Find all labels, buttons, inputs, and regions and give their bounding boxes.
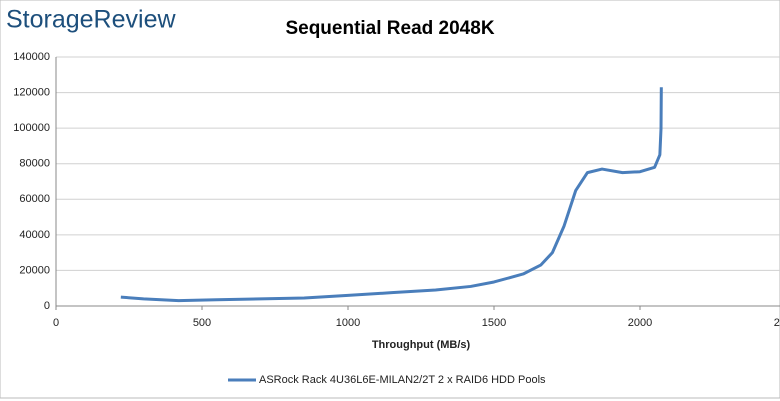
y-tick-label: 140000 xyxy=(13,51,50,63)
y-tick-label: 120000 xyxy=(13,86,50,98)
y-tick-label: 80000 xyxy=(19,158,50,170)
x-tick-label: 1500 xyxy=(482,317,506,329)
x-tick-label: 1000 xyxy=(336,317,360,329)
brand-logo: StorageReview xyxy=(6,6,176,34)
legend-label: ASRock Rack 4U36L6E-MILAN2/2T 2 x RAID6 … xyxy=(259,374,546,386)
chart-title: Sequential Read 2048K xyxy=(285,18,494,39)
y-tick-label: 0 xyxy=(44,300,50,312)
x-axis-label: Throughput (MB/s) xyxy=(372,339,471,351)
x-tick-label: 500 xyxy=(193,317,211,329)
y-tick-label: 100000 xyxy=(13,122,50,134)
x-tick-label: 2500 xyxy=(774,317,780,329)
y-tick-label: 60000 xyxy=(19,193,50,205)
y-tick-label: 40000 xyxy=(19,229,50,241)
y-tick-label: 20000 xyxy=(19,264,50,276)
x-tick-label: 0 xyxy=(53,317,59,329)
series-line xyxy=(120,87,663,303)
x-tick-label: 2000 xyxy=(628,317,652,329)
